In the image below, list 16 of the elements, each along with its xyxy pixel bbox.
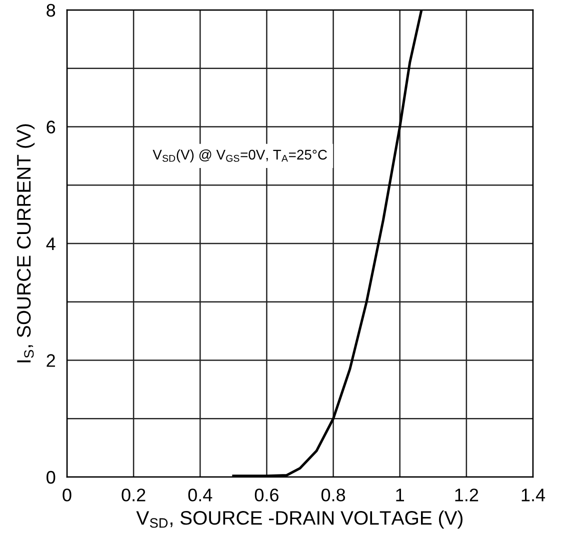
y-tick-label: 0 <box>46 470 56 484</box>
x-tick-label: 1.4 <box>522 488 546 502</box>
x-axis-title: V$_{SD}$, SOURCE -DRAIN VOLTAGE (V) <box>136 510 462 529</box>
x-tick-label: 0.2 <box>122 488 146 502</box>
annotation: V$_{SD}$(V) @ V$_{GS}$=0V, T$_{A}$=25°C <box>152 149 327 162</box>
y-tick-label: 8 <box>46 4 56 17</box>
x-tick-label: 1 <box>396 488 404 502</box>
x-tick-label: 0.8 <box>321 488 346 502</box>
y-tick-label: 6 <box>46 120 56 134</box>
y-tick-label: 4 <box>46 238 56 250</box>
x-tick-label: 0.4 <box>188 488 212 502</box>
y-axis-title: I$_{S}$, SOURCE CURRENT (V) <box>16 124 35 362</box>
y-tick-label: 2 <box>46 354 55 367</box>
x-tick-label: 1.2 <box>455 488 478 502</box>
x-tick-label: 0 <box>62 488 72 502</box>
x-tick-label: 0.6 <box>254 488 278 502</box>
